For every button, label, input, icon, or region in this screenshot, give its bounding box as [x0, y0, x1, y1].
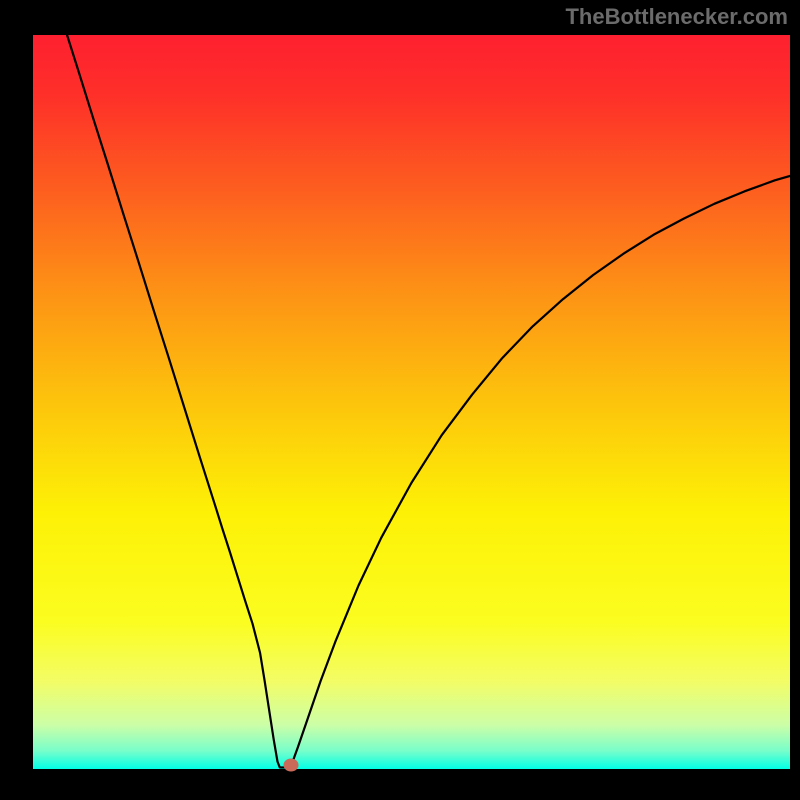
curve-path — [67, 35, 790, 768]
optimum-marker — [284, 758, 299, 771]
plot-area — [33, 35, 790, 769]
bottleneck-curve — [33, 35, 790, 769]
watermark-text: TheBottlenecker.com — [565, 4, 788, 30]
chart-container: TheBottlenecker.com — [0, 0, 800, 800]
